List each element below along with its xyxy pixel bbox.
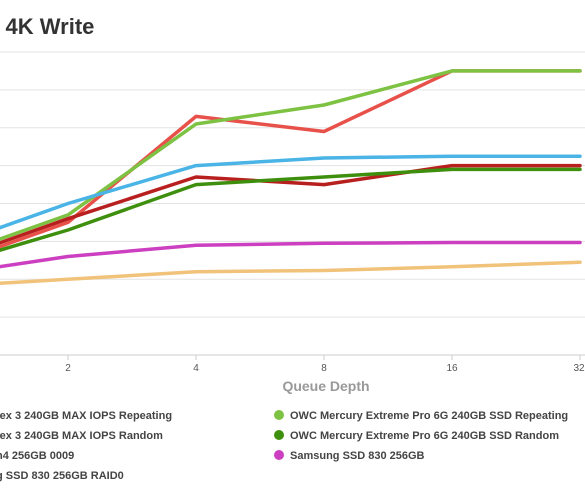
legend-label: OWC Mercury Extreme Pro 6G 240GB SSD Rep… bbox=[290, 410, 569, 422]
x-tick-label: 16 bbox=[446, 363, 458, 374]
series-line bbox=[0, 154, 582, 230]
legend-swatch bbox=[274, 410, 284, 420]
legend-item: n4 256GB 0009 bbox=[0, 450, 74, 462]
chart-title: d 4K Write bbox=[0, 14, 95, 39]
legend-item: Samsung SSD 830 256GB bbox=[274, 450, 425, 462]
x-tick-label: 32 bbox=[573, 363, 585, 374]
x-tick-label: 2 bbox=[65, 363, 71, 374]
legend-item: g SSD 830 256GB RAID0 bbox=[0, 470, 124, 482]
series-line bbox=[0, 240, 582, 269]
legend-item: tex 3 240GB MAX IOPS Random bbox=[0, 430, 163, 442]
legend-swatch bbox=[274, 430, 284, 440]
legend-label: g SSD 830 256GB RAID0 bbox=[0, 470, 124, 482]
grid-lines bbox=[0, 51, 585, 356]
legend-label: Samsung SSD 830 256GB bbox=[290, 450, 425, 462]
series-line bbox=[0, 167, 582, 252]
legend-item: OWC Mercury Extreme Pro 6G 240GB SSD Rep… bbox=[274, 410, 568, 422]
line-chart: 2 4 8 16 32 Queue Depth bbox=[0, 51, 585, 394]
x-tick-label: 8 bbox=[321, 363, 327, 374]
series-line bbox=[0, 260, 582, 286]
x-axis: 2 4 8 16 32 bbox=[0, 354, 585, 374]
legend-swatch bbox=[274, 450, 284, 460]
legend-item: OWC Mercury Extreme Pro 6G 240GB SSD Ran… bbox=[274, 430, 559, 442]
series-layer bbox=[0, 69, 582, 286]
x-tick-label: 4 bbox=[193, 363, 199, 374]
x-axis-title: Queue Depth bbox=[282, 378, 369, 394]
legend-label: tex 3 240GB MAX IOPS Random bbox=[0, 430, 163, 442]
series-line bbox=[0, 69, 582, 241]
legend-label: tex 3 240GB MAX IOPS Repeating bbox=[0, 410, 173, 422]
legend-item: tex 3 240GB MAX IOPS Repeating bbox=[0, 410, 172, 422]
legend-label: n4 256GB 0009 bbox=[0, 450, 75, 462]
legend-label: OWC Mercury Extreme Pro 6G 240GB SSD Ran… bbox=[290, 430, 559, 442]
legend: tex 3 240GB MAX IOPS Repeating OWC Mercur… bbox=[0, 404, 585, 500]
